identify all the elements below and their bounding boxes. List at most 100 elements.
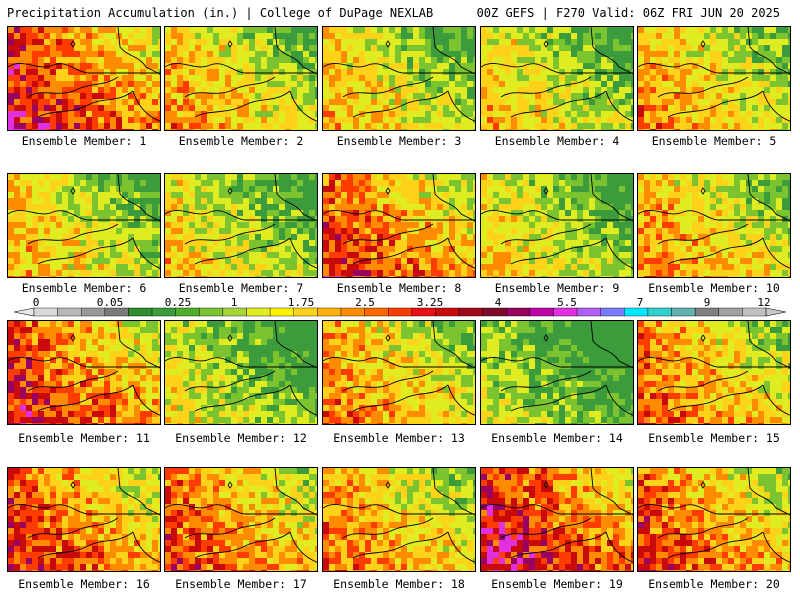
location-marker-icon <box>700 40 706 48</box>
boundary-line <box>342 76 434 98</box>
member-label: Ensemble Member: 9 <box>494 281 620 295</box>
location-marker-icon <box>700 187 706 195</box>
boundary-line <box>747 321 790 369</box>
member-label: Ensemble Member: 16 <box>18 577 150 591</box>
boundary-line <box>500 370 592 392</box>
boundary-line <box>590 468 633 516</box>
boundary-line <box>289 237 317 269</box>
colorbar-segment <box>151 307 176 317</box>
boundary-line <box>447 237 475 269</box>
colorbar-segment <box>317 307 342 317</box>
colorbar-tick-label: 7 <box>637 296 644 309</box>
colorbar-tick-label: 0.05 <box>97 296 124 309</box>
member-map-panel <box>480 320 634 425</box>
boundary-line <box>132 90 160 122</box>
precip-colorbar: 0 0.05 0.25 1 1.75 2.5 3.25 4 5.5 7 9 12 <box>13 296 787 317</box>
member-map-panel <box>480 173 634 278</box>
location-marker-icon <box>70 40 76 48</box>
boundary-line <box>194 531 291 559</box>
boundary-line <box>667 531 764 559</box>
boundary-line <box>165 504 251 515</box>
member-label: Ensemble Member: 1 <box>21 134 147 148</box>
colorbar-segment <box>128 307 153 317</box>
boundary-line <box>481 504 567 515</box>
member-label: Ensemble Member: 4 <box>494 134 620 148</box>
member-label: Ensemble Member: 14 <box>491 431 623 445</box>
boundary-line <box>352 384 449 412</box>
colorbar-segment <box>647 307 672 317</box>
boundary-line <box>352 531 449 559</box>
boundary-line <box>657 223 749 245</box>
colorbar-segment <box>269 307 294 317</box>
boundary-line <box>117 321 160 369</box>
precip-field <box>165 174 317 277</box>
colorbar-segment <box>506 307 531 317</box>
boundary-line <box>37 531 134 559</box>
location-marker-icon <box>543 481 549 489</box>
boundary-line <box>342 370 434 392</box>
boundary-line <box>37 237 134 265</box>
member-label: Ensemble Member: 19 <box>491 577 623 591</box>
boundary-line <box>194 237 291 265</box>
boundary-line <box>184 370 276 392</box>
location-marker-icon <box>227 40 233 48</box>
colorbar-arrow-left <box>13 307 35 317</box>
boundary-line <box>27 370 119 392</box>
location-marker-icon <box>227 187 233 195</box>
member-label: Ensemble Member: 3 <box>336 134 462 148</box>
boundary-line <box>762 90 790 122</box>
member-label: Ensemble Member: 5 <box>651 134 777 148</box>
location-marker-icon <box>543 187 549 195</box>
precip-field <box>638 27 790 130</box>
location-marker-icon <box>543 40 549 48</box>
boundary-line <box>342 223 434 245</box>
boundary-line <box>184 223 276 245</box>
member-label: Ensemble Member: 2 <box>178 134 304 148</box>
colorbar-segment <box>222 307 247 317</box>
precip-field <box>638 468 790 571</box>
boundary-line <box>605 384 633 416</box>
boundary-line <box>8 210 94 221</box>
boundary-line <box>27 223 119 245</box>
precip-field <box>8 321 160 424</box>
colorbar-tick-label: 0 <box>33 296 40 309</box>
member-map-panel <box>637 173 791 278</box>
boundary-line <box>667 90 764 118</box>
colorbar-segment <box>199 307 224 317</box>
precip-field <box>165 321 317 424</box>
boundary-line <box>274 468 317 516</box>
location-marker-icon <box>700 334 706 342</box>
boundary-line <box>510 384 607 412</box>
precip-field <box>481 468 633 571</box>
precip-field <box>638 321 790 424</box>
location-marker-icon <box>385 187 391 195</box>
boundary-line <box>132 237 160 269</box>
member-label: Ensemble Member: 8 <box>336 281 462 295</box>
boundary-line <box>27 517 119 539</box>
colorbar-segment <box>694 307 719 317</box>
boundary-line <box>747 174 790 222</box>
location-marker-icon <box>385 334 391 342</box>
boundary-line <box>323 504 409 515</box>
boundary-line <box>605 90 633 122</box>
boundary-line <box>657 76 749 98</box>
precip-field <box>165 27 317 130</box>
member-map-panel <box>164 173 318 278</box>
boundary-line <box>500 76 592 98</box>
member-label: Ensemble Member: 20 <box>648 577 780 591</box>
boundary-line <box>762 531 790 563</box>
colorbar-tick-label: 0.25 <box>165 296 192 309</box>
member-map-panel <box>322 26 476 131</box>
colorbar-tick-label: 1 <box>231 296 238 309</box>
colorbar-segment <box>718 307 743 317</box>
location-marker-icon <box>543 334 549 342</box>
location-marker-icon <box>70 187 76 195</box>
boundary-line <box>117 174 160 222</box>
boundary-line <box>510 90 607 118</box>
boundary-line <box>590 27 633 75</box>
boundary-line <box>510 531 607 559</box>
member-label: Ensemble Member: 18 <box>333 577 465 591</box>
colorbar-segment <box>293 307 318 317</box>
precip-field <box>8 468 160 571</box>
boundary-line <box>274 174 317 222</box>
